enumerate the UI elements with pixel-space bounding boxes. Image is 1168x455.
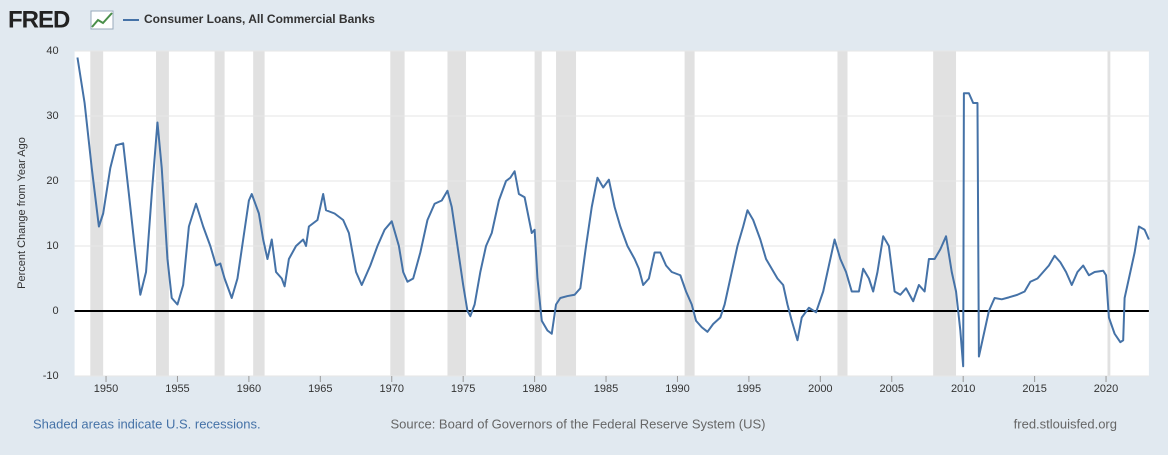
- x-tick-label: 1985: [594, 383, 618, 395]
- x-tick-label: 2020: [1094, 383, 1118, 395]
- brand-logo: FRED: [8, 6, 70, 33]
- data-line: [76, 57, 1150, 368]
- recession-band: [933, 51, 957, 376]
- x-tick-label: 1995: [737, 383, 761, 395]
- x-tick-label: 1990: [665, 383, 689, 395]
- y-tick-label: 30: [46, 110, 58, 122]
- recession-band: [156, 51, 169, 376]
- y-tick-label: -10: [43, 370, 59, 382]
- x-tick-label: 1965: [308, 383, 332, 395]
- source: Source: Board of Governors of the Federa…: [391, 416, 766, 431]
- x-tick-label: 1980: [522, 383, 546, 395]
- legend-label: Consumer Loans, All Commercial Banks: [144, 12, 375, 26]
- recession-band: [684, 51, 695, 376]
- x-tick-label: 1950: [94, 383, 118, 395]
- x-tick-label: 2000: [808, 383, 832, 395]
- recession-band: [390, 51, 405, 376]
- recession-band: [214, 51, 225, 376]
- x-tick-label: 1955: [165, 383, 189, 395]
- x-tick-label: 1960: [237, 383, 261, 395]
- plot-area: [74, 51, 1149, 376]
- recession-note: Shaded areas indicate U.S. recessions.: [33, 416, 261, 431]
- y-tick-label: 10: [46, 240, 58, 252]
- y-axis-label: Percent Change from Year Ago: [16, 137, 28, 289]
- x-tick-label: 1970: [380, 383, 404, 395]
- x-tick-label: 2015: [1022, 383, 1046, 395]
- recession-band: [534, 51, 542, 376]
- recession-band: [556, 51, 577, 376]
- recession-band: [1107, 51, 1111, 376]
- y-tick-label: 20: [46, 175, 58, 187]
- recession-band: [837, 51, 848, 376]
- x-tick-label: 1975: [451, 383, 475, 395]
- x-tick-label: 2010: [951, 383, 975, 395]
- y-tick-label: 40: [46, 45, 58, 57]
- y-tick-label: 0: [52, 305, 58, 317]
- logo-icon: [90, 10, 114, 30]
- x-tick-label: 2005: [880, 383, 904, 395]
- recession-band: [447, 51, 467, 376]
- site: fred.stlouisfed.org: [1014, 416, 1117, 431]
